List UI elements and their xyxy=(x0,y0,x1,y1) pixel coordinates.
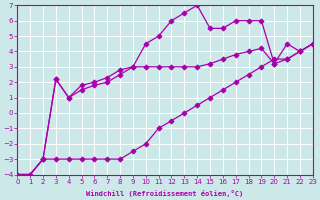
X-axis label: Windchill (Refroidissement éolien,°C): Windchill (Refroidissement éolien,°C) xyxy=(86,190,244,197)
